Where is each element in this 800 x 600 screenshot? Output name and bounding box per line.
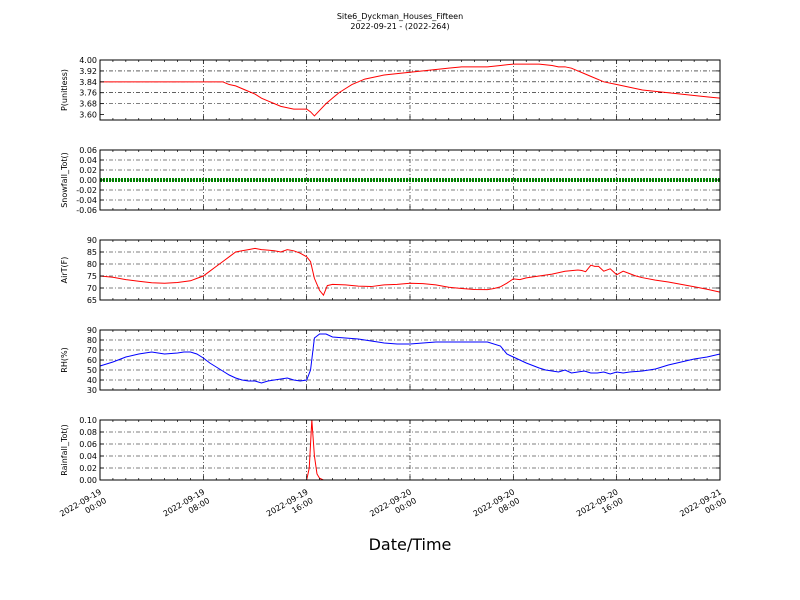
y-tick-label: 0.06	[79, 146, 97, 155]
y-tick-label: 40	[87, 376, 97, 385]
series-line-rainfall-tot	[100, 419, 720, 481]
panel-p-unitless: 3.60 3.68 3.76 3.84 3.92 4.00 P(unitless)	[60, 56, 721, 121]
y-tick-label: 0.00	[79, 476, 97, 485]
series-line-p-unitless	[100, 63, 721, 117]
chart-subtitle: 2022-09-21 - (2022-264)	[350, 22, 449, 31]
y-axis-label-snowfall-tot: Snowfall_Tot()	[60, 152, 69, 208]
y-tick-label: 3.92	[79, 67, 97, 76]
y-tick-label: 0.04	[79, 156, 97, 165]
y-tick-label: 75	[87, 272, 97, 281]
y-tick-label: 30	[87, 386, 97, 395]
y-tick-label: 0.02	[79, 166, 97, 175]
y-tick-label: -0.06	[76, 206, 97, 215]
y-tick-label: 70	[87, 284, 97, 293]
y-tick-label: 4.00	[79, 56, 97, 65]
y-axis-label-rainfall-tot: Rainfall_Tot()	[60, 424, 69, 476]
y-tick-label: -0.04	[76, 196, 97, 205]
y-tick-label: 0.06	[79, 440, 97, 449]
y-tick-label: 3.60	[79, 111, 97, 120]
panel-airt-f: 65 70 75 80 85 90 AirT(F)	[60, 236, 721, 305]
x-axis-label: Date/Time	[369, 535, 452, 554]
chart-title: Site6_Dyckman_Houses_Fifteen	[337, 12, 463, 21]
y-tick-label: 80	[87, 336, 97, 345]
series-line-airt-f	[99, 247, 721, 297]
y-tick-label: 3.76	[79, 89, 97, 98]
y-tick-label: 0.08	[79, 428, 97, 437]
y-tick-label: 3.68	[79, 100, 97, 109]
series-line-rh	[99, 333, 721, 384]
panel-rainfall-tot: 0.00 0.02 0.04 0.06 0.08 0.10 Rainfall_Tot()	[60, 416, 721, 485]
y-tick-label: 70	[87, 346, 97, 355]
y-tick-label: 50	[87, 366, 97, 375]
y-axis-label-p-unitless: P(unitless)	[60, 69, 69, 111]
y-tick-label: -0.02	[76, 186, 97, 195]
y-tick-label: 60	[87, 356, 97, 365]
y-tick-label: 90	[87, 326, 97, 335]
y-axis-label-airt-f: AirT(F)	[60, 257, 69, 284]
panel-snowfall-tot: -0.06-0.04-0.020.000.020.040.06 Snowfall_…	[60, 146, 721, 215]
y-tick-label: 90	[87, 236, 97, 245]
y-tick-label: 65	[87, 296, 97, 305]
y-tick-label: 0.02	[79, 464, 97, 473]
y-axis-label-rh: RH(%)	[60, 347, 69, 372]
y-tick-label: 0.00	[79, 176, 97, 185]
y-tick-label: 85	[87, 248, 97, 257]
y-tick-label: 3.84	[79, 78, 97, 87]
y-tick-label: 80	[87, 260, 97, 269]
y-tick-label: 0.10	[79, 416, 97, 425]
y-tick-label: 0.04	[79, 452, 97, 461]
